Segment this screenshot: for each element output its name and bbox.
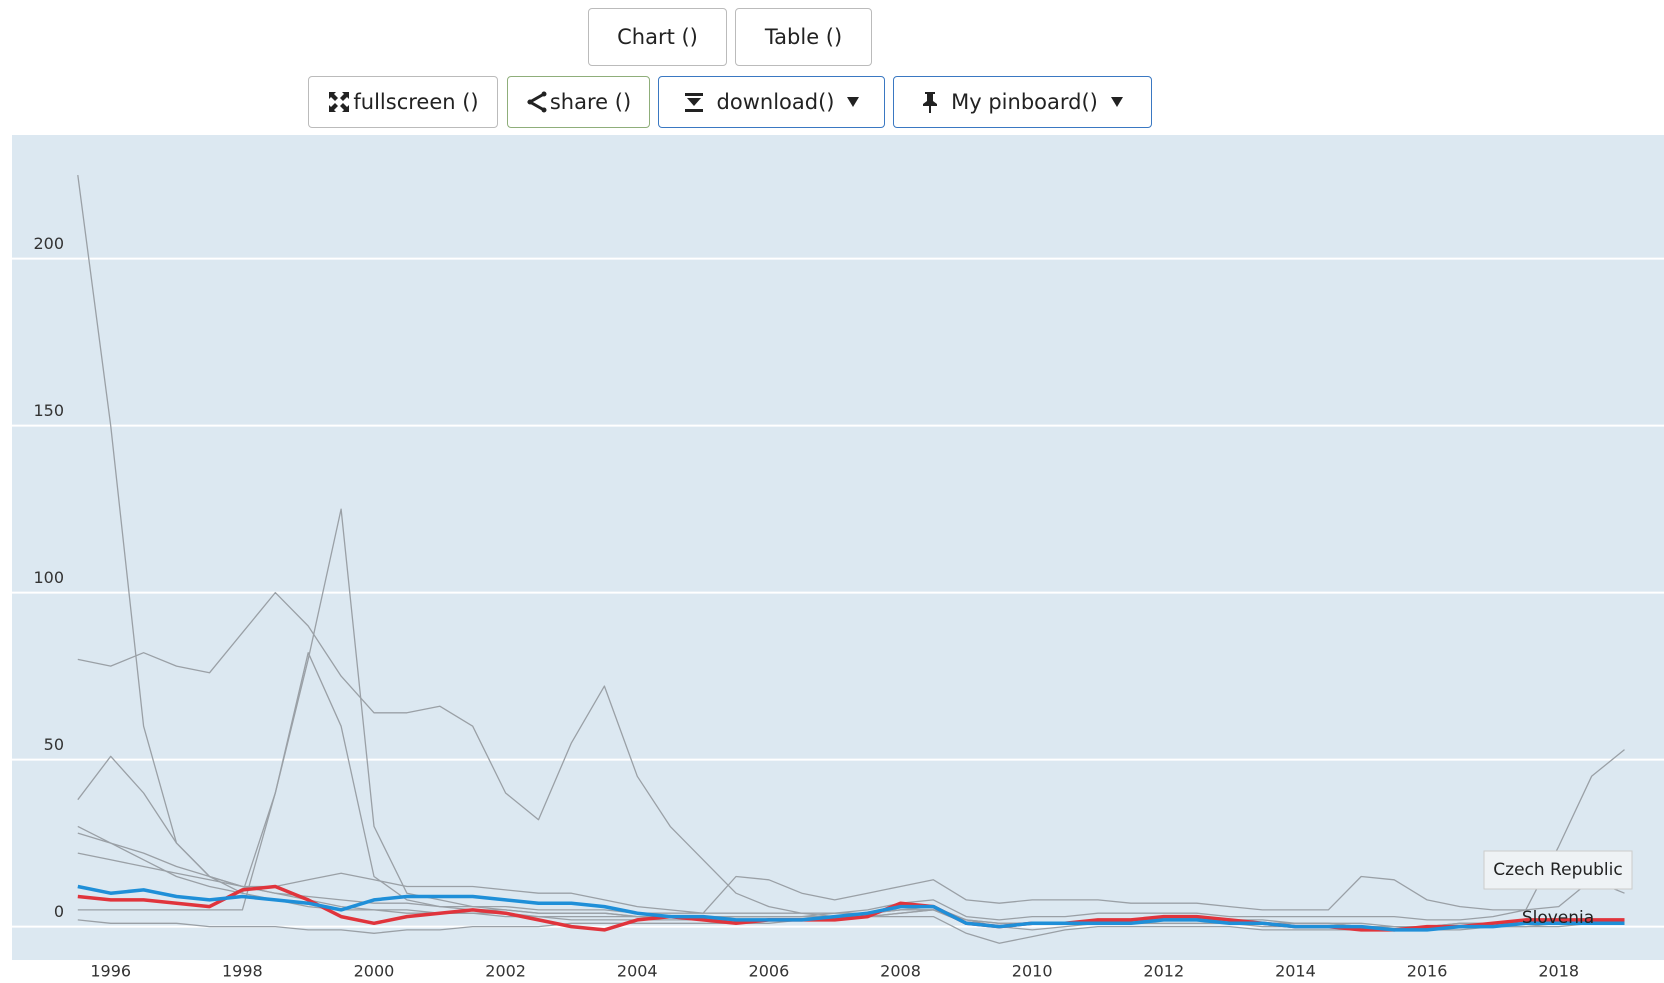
background-series-line — [77, 832, 1625, 914]
pinboard-button[interactable]: My pinboard() — [893, 76, 1152, 128]
y-tick-label: 100 — [33, 568, 64, 587]
button-label: share () — [549, 90, 632, 114]
x-tick-label: 2006 — [749, 962, 790, 981]
x-tick-label: 2008 — [880, 962, 921, 981]
background-series-line — [77, 749, 1625, 921]
x-tick-label: 1998 — [222, 962, 263, 981]
series-label: Slovenia — [1522, 908, 1594, 928]
dropdown-caret — [847, 97, 860, 107]
x-tick-label: 2016 — [1407, 962, 1448, 981]
download-button[interactable]: download() — [658, 76, 885, 128]
y-tick-label: 50 — [44, 735, 64, 754]
series-line — [77, 884, 1625, 932]
series-line — [77, 884, 1625, 932]
button-label: My pinboard() — [951, 90, 1098, 114]
table-button[interactable]: Table () — [735, 8, 872, 66]
series-end-label: Czech Republic — [1483, 850, 1633, 890]
plot-background — [12, 135, 1664, 960]
label-box — [1483, 850, 1633, 890]
button-label: fullscreen () — [353, 90, 479, 114]
fullscreen-icon — [329, 92, 350, 112]
y-tick-label: 150 — [33, 401, 64, 420]
share-button[interactable]: share () — [507, 76, 650, 128]
button-label: download() — [716, 90, 835, 114]
x-tick-label: 1996 — [90, 962, 131, 981]
button-label: Chart () — [617, 25, 698, 49]
series-label: Czech Republic — [1493, 860, 1622, 880]
x-tick-label: 2000 — [354, 962, 395, 981]
download-icon — [684, 93, 703, 112]
button-label: Table () — [764, 25, 843, 49]
y-tick-label: 0 — [54, 902, 64, 921]
chart-button[interactable]: Chart () — [588, 8, 727, 66]
series-end-label: Slovenia — [1522, 908, 1594, 928]
x-tick-label: 2018 — [1538, 962, 1579, 981]
x-tick-label: 2004 — [617, 962, 658, 981]
x-tick-label: 2012 — [1143, 962, 1184, 981]
share-icon — [526, 91, 547, 113]
x-tick-label: 2002 — [485, 962, 526, 981]
pin-icon — [923, 92, 938, 113]
y-tick-label: 200 — [33, 234, 64, 253]
x-tick-label: 2014 — [1275, 962, 1316, 981]
x-tick-label: 2010 — [1012, 962, 1053, 981]
fullscreen-button[interactable]: fullscreen () — [308, 76, 498, 128]
dropdown-caret — [1110, 97, 1123, 107]
